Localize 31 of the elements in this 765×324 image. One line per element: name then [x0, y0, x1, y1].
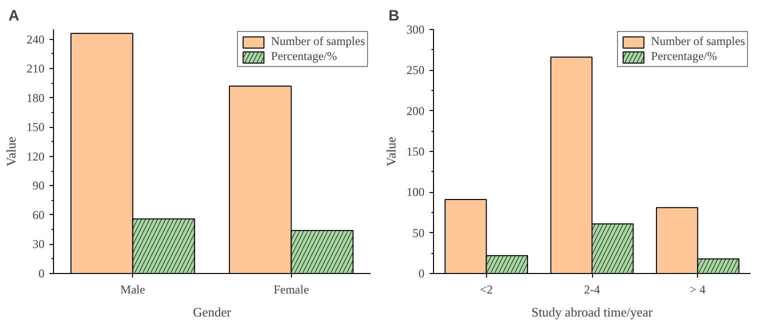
- y-tick-label: 210: [26, 62, 44, 76]
- y-tick-label: 60: [32, 208, 44, 222]
- legend-label: Number of samples: [651, 34, 745, 49]
- y-tick-label: 180: [26, 90, 44, 105]
- y-tick-label: 150: [406, 144, 424, 158]
- y-axis-title: Value: [4, 136, 18, 166]
- y-tick-label: 0: [38, 266, 44, 280]
- legend-label: Percentage/%: [651, 49, 717, 64]
- y-tick-label: 50: [412, 226, 424, 240]
- y-axis-title: Value: [384, 136, 398, 166]
- chart-title: A: [8, 8, 20, 24]
- y-tick-label: 250: [406, 63, 424, 78]
- y-tick-label: 240: [26, 32, 44, 46]
- x-tick-label: Female: [274, 282, 309, 296]
- y-tick-label: 30: [32, 237, 44, 252]
- x-tick-label: > 4: [690, 282, 706, 296]
- legend-label: Percentage/%: [271, 49, 337, 64]
- y-tick-label: 150: [26, 120, 44, 134]
- y-tick-label: 200: [406, 104, 424, 118]
- legend-label: Number of samples: [271, 34, 365, 49]
- x-tick-label: 2-4: [584, 282, 600, 296]
- chart-title: B: [388, 8, 400, 24]
- y-tick-label: 300: [406, 22, 424, 36]
- y-tick-label: 90: [32, 178, 44, 193]
- x-axis-title: Study abroad time/year: [531, 304, 654, 320]
- x-tick-label: Male: [120, 282, 146, 296]
- y-tick-label: 100: [406, 185, 424, 200]
- x-axis-title: Gender: [192, 304, 232, 320]
- x-tick-label: <2: [480, 282, 493, 296]
- y-tick-label: 0: [418, 266, 424, 280]
- y-tick-label: 120: [26, 149, 44, 164]
